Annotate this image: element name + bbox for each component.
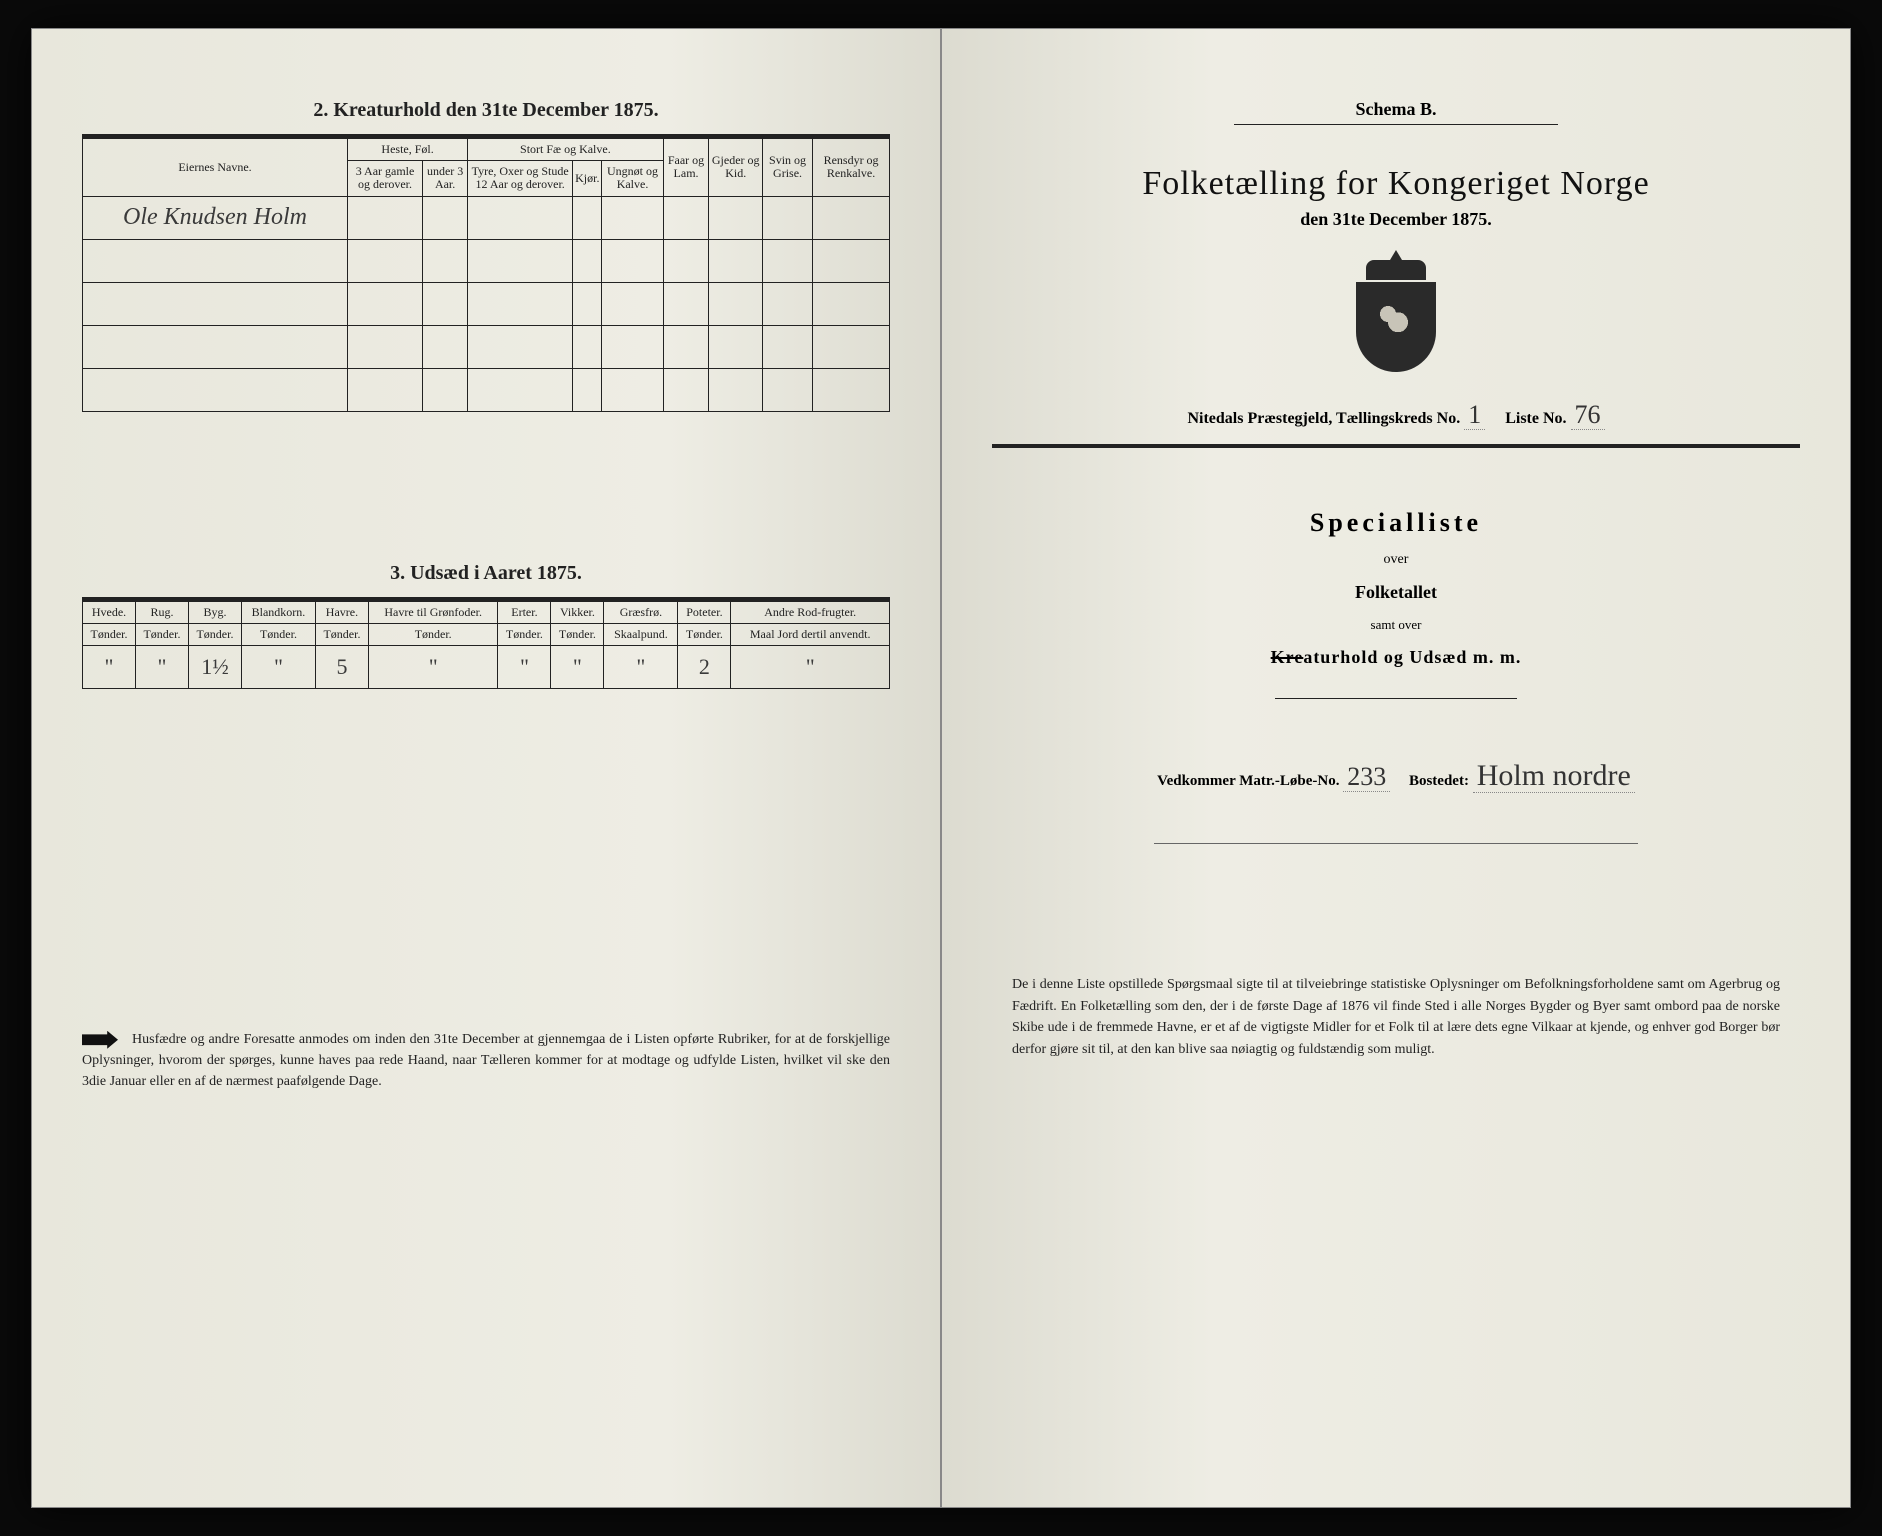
matr-line: Vedkommer Matr.-Løbe-No. 233 Bostedet: H… [992, 759, 1800, 793]
col-ren: Rensdyr og Renkalve. [813, 139, 890, 197]
bosted-name: Holm nordre [1473, 759, 1635, 793]
val: " [105, 654, 114, 679]
col-stort-c: Ungnøt og Kalve. [602, 161, 663, 196]
seed-table: Hvede. Rug. Byg. Blandkorn. Havre. Havre… [82, 601, 890, 689]
section3-title: 3. Udsæd i Aaret 1875. [82, 562, 890, 585]
col-stort-b: Kjør. [573, 161, 602, 196]
unit: Tønder. [83, 623, 136, 645]
liste-label: Liste No. [1505, 410, 1566, 427]
table-row [83, 368, 890, 411]
table-row [83, 282, 890, 325]
col-erter: Erter. [498, 601, 551, 623]
val: " [573, 654, 582, 679]
col-andre: Andre Rod-frugter. [731, 601, 890, 623]
unit: Tønder. [241, 623, 315, 645]
col-graesfro: Græsfrø. [604, 601, 678, 623]
owner-name: Ole Knudsen Holm [123, 204, 307, 230]
col-heste-a: 3 Aar gamle og derover. [348, 161, 423, 196]
specialliste: Specialliste [992, 508, 1800, 538]
col-byg: Byg. [188, 601, 241, 623]
unit: Skaalpund. [604, 623, 678, 645]
col-stort-a: Tyre, Oxer og Stude 12 Aar og derover. [468, 161, 573, 196]
census-date: den 31te December 1875. [992, 209, 1800, 230]
col-faar: Faar og Lam. [663, 139, 709, 197]
samt-over: samt over [992, 617, 1800, 633]
val: 5 [336, 654, 347, 679]
col-poteter: Poteter. [678, 601, 731, 623]
val: 2 [699, 654, 710, 679]
book-spread: 2. Kreaturhold den 31te December 1875. E… [31, 28, 1851, 1508]
unit: Tønder. [188, 623, 241, 645]
liste-no: 76 [1571, 400, 1605, 430]
unit: Tønder. [678, 623, 731, 645]
vedkommer-label: Vedkommer Matr.-Løbe-No. [1157, 773, 1339, 789]
praestegjeld-label: Nitedals Præstegjeld, Tællingskreds No. [1187, 410, 1460, 427]
owner-header: Eiernes Navne. [83, 139, 348, 197]
val: " [429, 654, 438, 679]
left-instructions: Husfædre og andre Foresatte anmodes om i… [82, 1029, 890, 1092]
rule [992, 444, 1800, 448]
col-gjeder: Gjeder og Kid. [709, 139, 762, 197]
rule [1234, 124, 1557, 125]
col-hvede: Hvede. [83, 601, 136, 623]
matr-no: 233 [1343, 762, 1390, 792]
table-row [83, 325, 890, 368]
val: 1½ [201, 654, 229, 679]
kreatur-line: KreKreaturhold og Udsæd m. m.aturhold og… [992, 647, 1800, 668]
val: " [806, 654, 815, 679]
rule [1154, 843, 1639, 844]
val: " [274, 654, 283, 679]
col-rug: Rug. [135, 601, 188, 623]
val: " [636, 654, 645, 679]
schema-label: Schema B. [992, 99, 1800, 120]
kreds-no: 1 [1464, 400, 1485, 430]
col-vikker: Vikker. [551, 601, 604, 623]
val: " [157, 654, 166, 679]
pointer-icon [82, 1031, 118, 1049]
group-heste: Heste, Føl. [348, 139, 468, 161]
col-blandkorn: Blandkorn. [241, 601, 315, 623]
section2-title: 2. Kreaturhold den 31te December 1875. [82, 99, 890, 122]
table-row [83, 239, 890, 282]
unit: Maal Jord dertil anvendt. [731, 623, 890, 645]
col-heste-b: under 3 Aar. [423, 161, 468, 196]
bostedet-label: Bostedet: [1409, 773, 1469, 789]
over-label: over [992, 552, 1800, 568]
col-havre: Havre. [315, 601, 368, 623]
col-svin: Svin og Grise. [762, 139, 812, 197]
val: " [520, 654, 529, 679]
instruction-text: Husfædre og andre Foresatte anmodes om i… [82, 1032, 890, 1089]
unit: Tønder. [368, 623, 497, 645]
group-stort: Stort Fæ og Kalve. [468, 139, 663, 161]
livestock-table: Eiernes Navne. Heste, Føl. Stort Fæ og K… [82, 138, 890, 412]
unit: Tønder. [498, 623, 551, 645]
folketallet: Folketallet [992, 582, 1800, 603]
right-page: Schema B. Folketælling for Kongeriget No… [941, 28, 1851, 1508]
unit: Tønder. [551, 623, 604, 645]
rule [1275, 698, 1517, 699]
coat-of-arms-icon [1351, 260, 1441, 370]
col-havre-gr: Havre til Grønfoder. [368, 601, 497, 623]
census-title: Folketælling for Kongeriget Norge [992, 165, 1800, 203]
table-row: " " 1½ " 5 " " " " 2 " [83, 645, 890, 688]
right-instructions: De i denne Liste opstillede Spørgsmaal s… [992, 974, 1800, 1061]
unit: Tønder. [315, 623, 368, 645]
left-page: 2. Kreaturhold den 31te December 1875. E… [31, 28, 941, 1508]
district-line: Nitedals Præstegjeld, Tællingskreds No. … [992, 400, 1800, 430]
table-row: Ole Knudsen Holm [83, 196, 890, 239]
unit: Tønder. [135, 623, 188, 645]
